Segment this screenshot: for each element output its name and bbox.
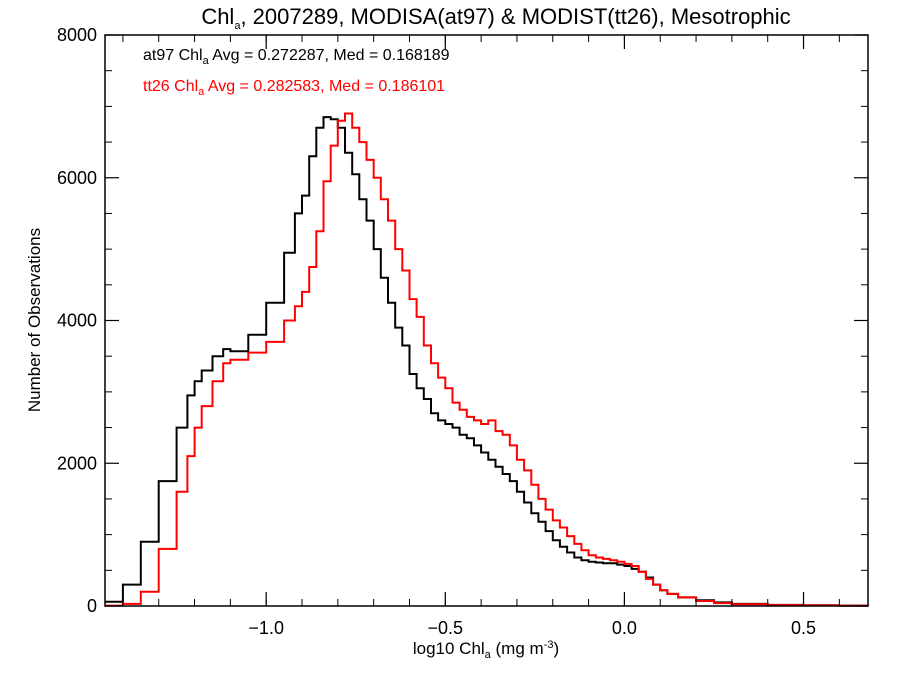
x-axis-title-prefix: log10 Chl: [413, 639, 485, 658]
series-line-at97: [105, 116, 869, 607]
stats-tt26: tt26 Chla Avg = 0.282583, Med = 0.186101: [143, 78, 445, 98]
y-tick-label: 0: [87, 596, 97, 616]
x-axis-title-sub: a: [485, 649, 492, 661]
x-axis-title-suffix: (mg m: [491, 639, 544, 658]
y-tick-label: 2000: [57, 453, 97, 473]
chart-title-prefix: Chl: [201, 4, 234, 29]
stats-at97-sub: a: [203, 55, 210, 67]
y-tick-label: 6000: [57, 168, 97, 188]
chart-title: Chla, 2007289, MODISA(at97) & MODIST(tt2…: [201, 4, 790, 32]
chart-title-suffix: , 2007289, MODISA(at97) & MODIST(tt26), …: [240, 4, 790, 29]
plot-frame: [104, 34, 869, 607]
y-tick-label: 8000: [57, 25, 97, 45]
stats-at97: at97 Chla Avg = 0.272287, Med = 0.168189: [143, 47, 450, 67]
y-tick-label: 4000: [57, 311, 97, 331]
y-axis-title: Number of Observations: [25, 228, 44, 412]
x-axis-title: log10 Chla (mg m-3): [413, 639, 559, 661]
x-axis-title-sup: -3: [544, 639, 554, 651]
stats-tt26-sub: a: [198, 86, 205, 98]
stats-at97-prefix: at97 Chl: [143, 47, 203, 64]
x-tick-label: 0.0: [612, 618, 637, 638]
stats-tt26-prefix: tt26 Chl: [143, 78, 198, 95]
axes: −1.0 −0.5 0.0 0.5 0 2000 4000 6000 8000: [57, 25, 868, 638]
stats-at97-suffix: Avg = 0.272287, Med = 0.168189: [209, 47, 450, 64]
series-line-tt26: [105, 112, 869, 607]
x-tick-label: −0.5: [428, 618, 464, 638]
x-axis-title-end: ): [553, 639, 559, 658]
x-tick-label: 0.5: [791, 618, 816, 638]
plot-lines: [105, 112, 869, 607]
chart-title-sub: a: [234, 20, 241, 32]
x-tick-label: −1.0: [248, 618, 284, 638]
stats-tt26-suffix: Avg = 0.282583, Med = 0.186101: [204, 78, 445, 95]
